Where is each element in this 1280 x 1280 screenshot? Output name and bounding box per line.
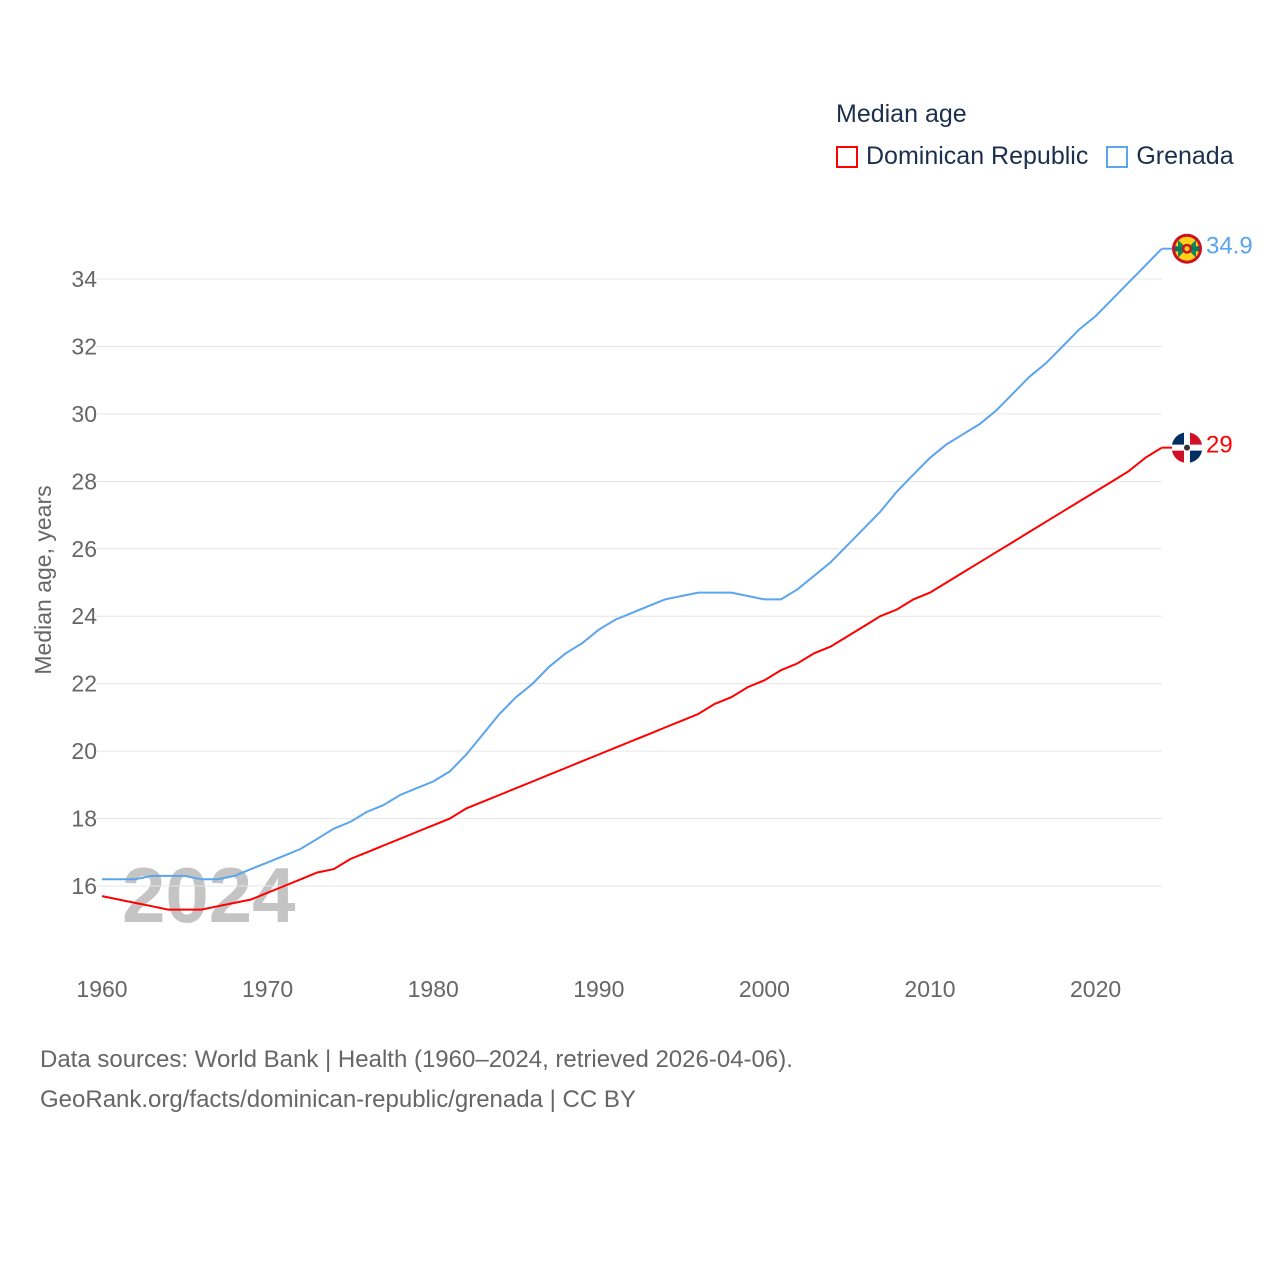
end-value-label: 34.9 xyxy=(1206,233,1253,260)
x-tick-label: 1980 xyxy=(408,976,459,1002)
x-tick-label: 2000 xyxy=(739,976,790,1002)
flag-q3 xyxy=(1172,450,1184,463)
flag-q4 xyxy=(1190,450,1202,463)
flag-q1 xyxy=(1172,432,1184,445)
legend: Dominican Republic Grenada xyxy=(836,142,1252,171)
y-tick-label: 20 xyxy=(71,738,97,764)
y-tick-label: 16 xyxy=(71,873,97,899)
y-tick-label: 30 xyxy=(71,401,97,427)
y-tick-label: 26 xyxy=(71,536,97,562)
footer-sources: Data sources: World Bank | Health (1960–… xyxy=(40,1046,793,1073)
y-tick-label: 32 xyxy=(71,333,97,359)
year-watermark: 2024 xyxy=(122,851,296,939)
y-tick-label: 24 xyxy=(71,603,97,629)
y-tick-label: 34 xyxy=(71,266,97,292)
legend-swatch xyxy=(836,145,858,168)
flag-star xyxy=(1184,246,1190,252)
y-tick-label: 28 xyxy=(71,468,97,494)
dominican-republic-flag-icon xyxy=(1172,432,1202,463)
x-tick-label: 2010 xyxy=(904,976,955,1002)
legend-swatch xyxy=(1106,145,1129,168)
end-value-label: 29 xyxy=(1206,432,1233,459)
legend-item-dominican-republic[interactable]: Dominican Republic xyxy=(836,142,1088,171)
flag-emblem xyxy=(1184,444,1190,451)
x-tick-label: 1990 xyxy=(573,976,624,1002)
legend-title: Median age xyxy=(836,100,967,128)
x-tick-label: 1970 xyxy=(242,976,293,1002)
y-tick-label: 22 xyxy=(71,671,97,697)
series-line-grenada xyxy=(102,248,1163,881)
legend-label: Grenada xyxy=(1136,142,1234,170)
flag-q2 xyxy=(1190,432,1202,445)
y-axis-label: Median age, years xyxy=(30,485,56,674)
footer-url[interactable]: GeoRank.org/facts/dominican-republic/gre… xyxy=(40,1086,636,1113)
y-tick-label: 18 xyxy=(71,806,97,832)
x-tick-label: 2020 xyxy=(1070,976,1121,1002)
legend-item-grenada[interactable]: Grenada xyxy=(1106,142,1234,171)
x-tick-label: 1960 xyxy=(76,976,127,1002)
legend-label: Dominican Republic xyxy=(866,142,1089,170)
series-line-dominican-republic xyxy=(101,446,1163,911)
grenada-flag-icon xyxy=(1172,233,1202,264)
flag-diag xyxy=(1178,239,1196,258)
